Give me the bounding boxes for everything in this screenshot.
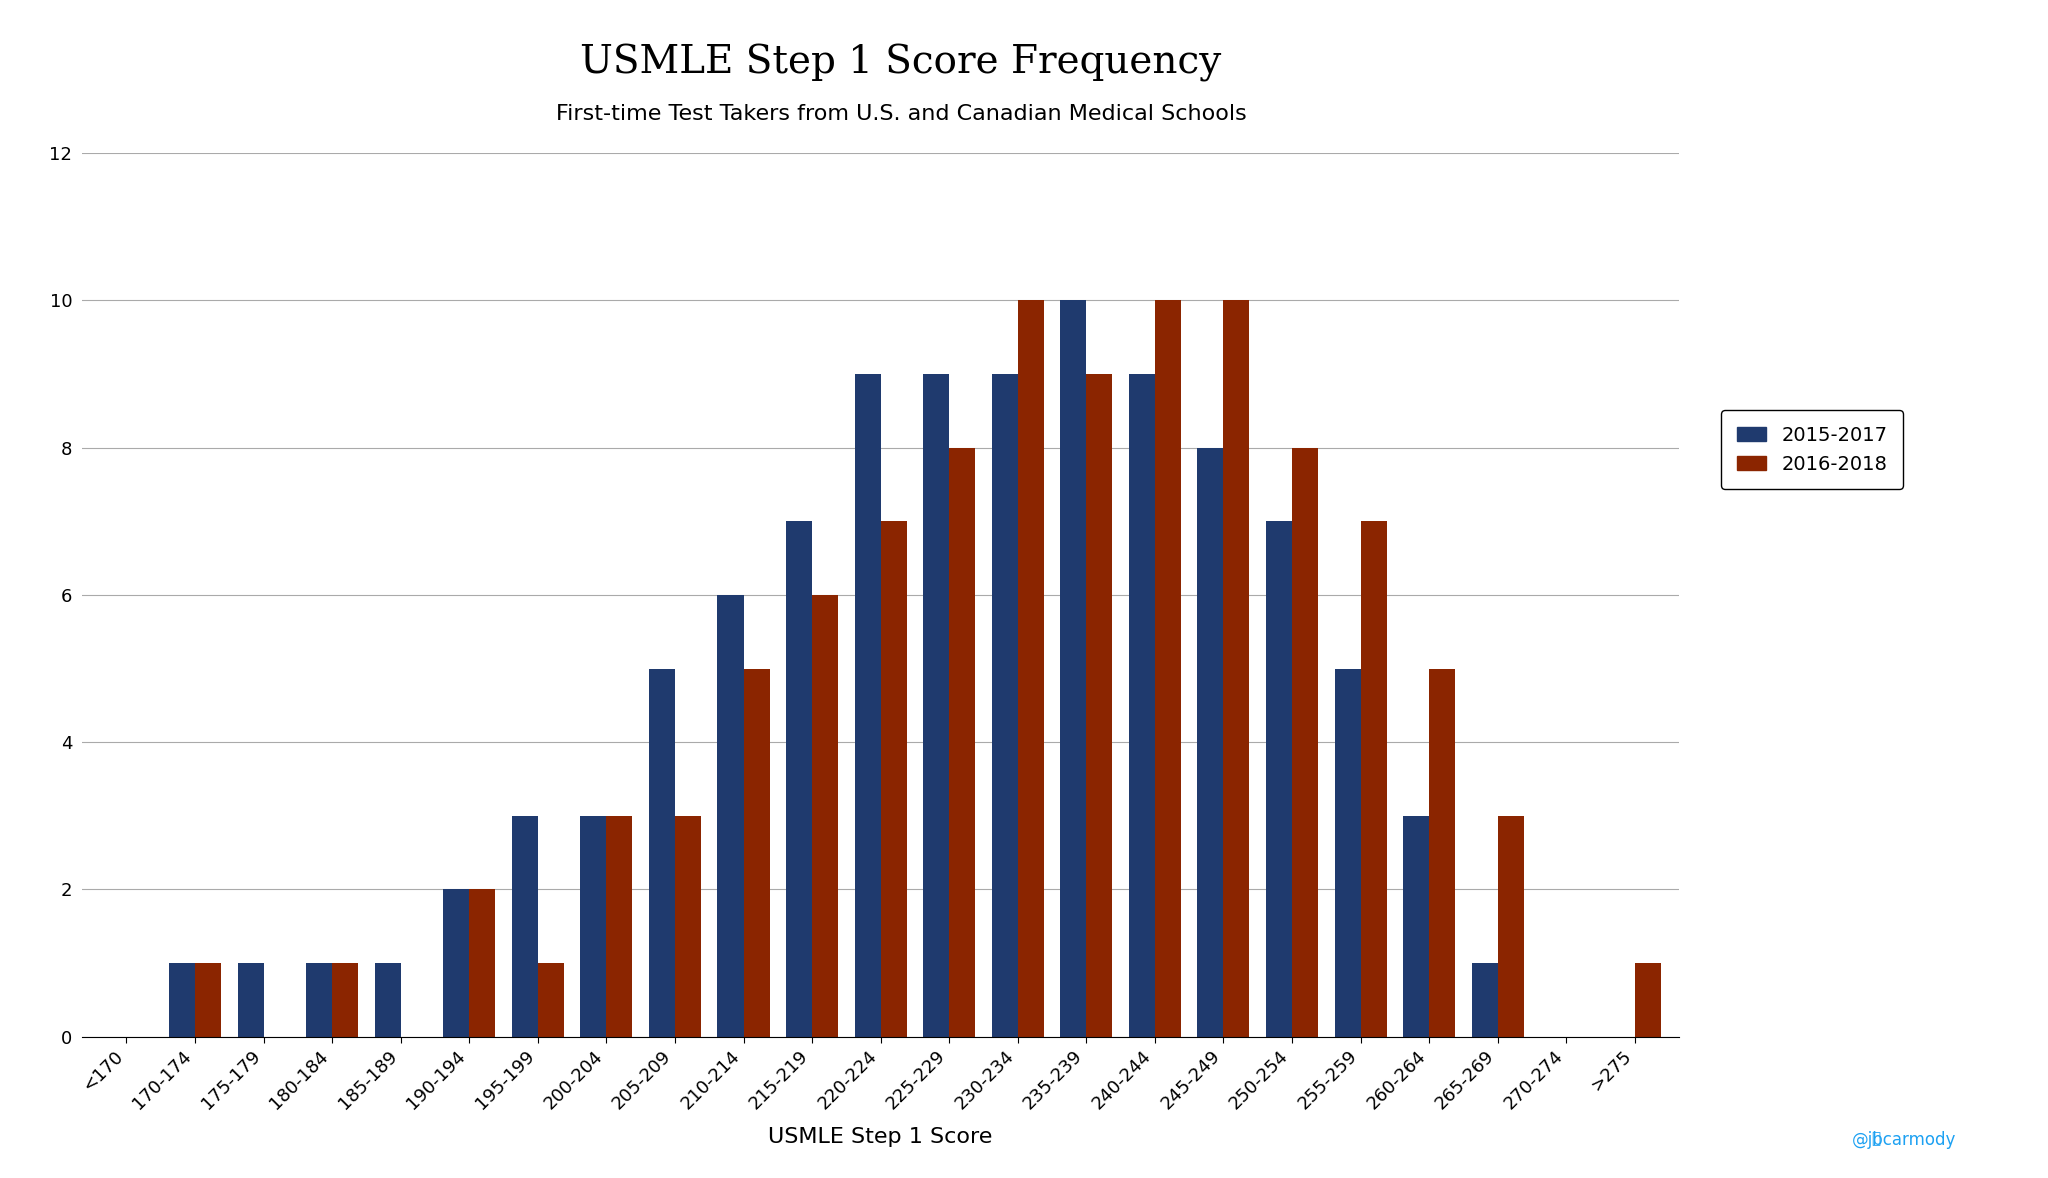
Bar <box>606 816 633 1037</box>
Bar <box>649 669 676 1037</box>
Bar <box>991 375 1018 1037</box>
Bar <box>1634 964 1661 1037</box>
Bar <box>1497 816 1524 1037</box>
Bar <box>1292 448 1319 1037</box>
Bar <box>1360 522 1386 1037</box>
Text: @jbcarmody: @jbcarmody <box>1851 1131 1956 1149</box>
Bar <box>1335 669 1360 1037</box>
Bar <box>1473 964 1497 1037</box>
Bar <box>1198 448 1223 1037</box>
Bar <box>717 595 743 1037</box>
Bar <box>1128 375 1155 1037</box>
Bar <box>854 375 881 1037</box>
Bar <box>1155 300 1182 1037</box>
Bar <box>1061 300 1085 1037</box>
Bar <box>305 964 332 1037</box>
Bar <box>813 595 838 1037</box>
Bar <box>512 816 539 1037</box>
Bar <box>170 964 195 1037</box>
X-axis label: USMLE Step 1 Score: USMLE Step 1 Score <box>768 1127 993 1147</box>
Bar <box>676 816 700 1037</box>
Bar <box>195 964 221 1037</box>
Legend: 2015-2017, 2016-2018: 2015-2017, 2016-2018 <box>1720 410 1903 489</box>
Bar <box>786 522 813 1037</box>
Bar <box>1266 522 1292 1037</box>
Bar <box>1223 300 1249 1037</box>
Bar <box>238 964 264 1037</box>
Bar <box>580 816 606 1037</box>
Bar <box>924 375 948 1037</box>
Bar <box>1403 816 1430 1037</box>
Bar <box>1085 375 1112 1037</box>
Bar <box>469 889 496 1037</box>
Bar <box>1430 669 1456 1037</box>
Bar <box>332 964 358 1037</box>
Bar <box>1018 300 1044 1037</box>
Text: First-time Test Takers from U.S. and Canadian Medical Schools: First-time Test Takers from U.S. and Can… <box>555 104 1247 124</box>
Text: 🐦: 🐦 <box>1872 1131 1880 1146</box>
Text: USMLE Step 1 Score Frequency: USMLE Step 1 Score Frequency <box>580 45 1223 82</box>
Bar <box>743 669 770 1037</box>
Bar <box>881 522 907 1037</box>
Bar <box>948 448 975 1037</box>
Bar <box>539 964 563 1037</box>
Bar <box>375 964 401 1037</box>
Bar <box>442 889 469 1037</box>
